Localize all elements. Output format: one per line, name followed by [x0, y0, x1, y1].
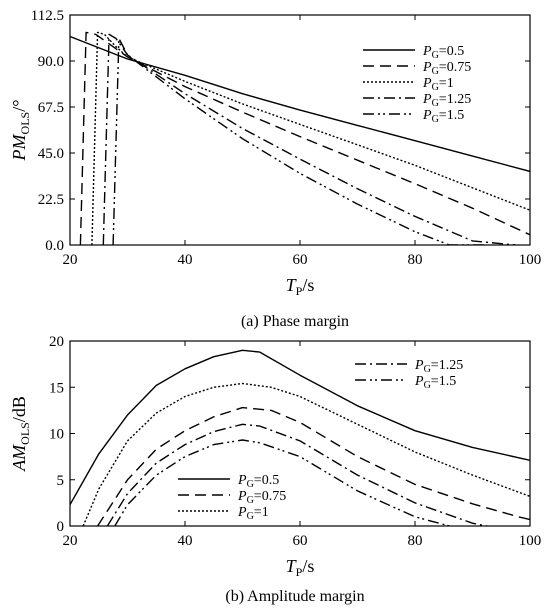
series-line-2 [82, 382, 530, 526]
series-line-3 [102, 33, 516, 245]
legend-subscript: G [432, 66, 439, 77]
legend-label-3: PG=1.25 [414, 358, 463, 375]
legend-subscript: G [424, 364, 431, 375]
legend-label-1: PG=0.75 [237, 489, 286, 506]
series-line-4 [112, 37, 487, 245]
x-tick-label: 40 [178, 533, 193, 549]
legend-value: =1.25 [431, 358, 463, 373]
legend-subscript: G [247, 495, 254, 506]
legend-subscript: G [247, 479, 254, 490]
x-tick-label: 100 [519, 252, 542, 268]
y-tick-label: 0.0 [45, 238, 64, 254]
y-tick-label: 5 [57, 473, 65, 489]
y-tick-label: 22.5 [38, 192, 64, 208]
legend-label-0: PG=0.5 [237, 473, 279, 490]
x-axis-label-unit: /s [302, 275, 314, 295]
series-line-2 [91, 31, 530, 245]
legend-label-1: PG=0.75 [422, 60, 471, 77]
x-axis-label: TP/s [286, 556, 315, 579]
legend-value: =1 [439, 76, 454, 91]
x-axis-label-subscript: P [296, 284, 303, 298]
x-axis-label-subscript: P [296, 565, 303, 579]
legend-value: =1.25 [439, 92, 471, 107]
legend-value: =0.75 [254, 489, 286, 504]
series-line-4 [114, 439, 450, 526]
x-tick-label: 20 [63, 533, 78, 549]
panel-caption: (b) Amplitude margin [225, 588, 364, 605]
y-axis-label: PMOLS/° [9, 100, 32, 162]
x-axis-label-symbol: T [286, 556, 298, 576]
legend-label-2: PG=1 [237, 505, 269, 522]
series-line-0 [70, 349, 530, 506]
legend-value: =1.5 [431, 374, 456, 389]
y-axis-label-symbol: AM [9, 444, 29, 472]
legend-symbol: P [237, 505, 247, 520]
legend-value: =1.5 [439, 108, 464, 123]
legend-symbol: P [237, 473, 247, 488]
legend-label-3: PG=1.25 [422, 92, 471, 109]
legend-value: =0.5 [254, 473, 279, 488]
x-tick-label: 20 [63, 252, 78, 268]
legend-label-4: PG=1.5 [414, 374, 456, 391]
legend-label-4: PG=1.5 [422, 108, 464, 125]
series-line-1 [79, 31, 530, 245]
y-axis-label-unit: /° [9, 100, 29, 112]
y-tick-label: 67.5 [38, 100, 64, 116]
legend-value: =0.75 [439, 60, 471, 75]
legend-symbol: P [422, 60, 432, 75]
x-axis-label-symbol: T [286, 275, 298, 295]
y-axis-label-symbol: PM [9, 133, 29, 161]
series-lines [70, 349, 530, 526]
x-tick-label: 80 [408, 252, 423, 268]
legend-label-2: PG=1 [422, 76, 454, 93]
x-tick-label: 100 [519, 533, 542, 549]
legend-symbol: P [414, 374, 424, 389]
legend-value: =0.5 [439, 44, 464, 59]
x-tick-label: 60 [293, 533, 308, 549]
series-line-3 [106, 423, 488, 526]
legend-subscript: G [432, 114, 439, 125]
chart-panel-0: 20 40 60 80 1000.022.545.067.590.0112.5TP/sP… [9, 8, 541, 330]
legend-subscript: G [432, 98, 439, 109]
y-tick-label: 10 [49, 427, 64, 443]
y-axis-label-subscript: OLS [18, 112, 32, 135]
x-axis-label-unit: /s [302, 556, 314, 576]
legend-subscript: G [432, 82, 439, 93]
y-tick-label: 0 [57, 519, 65, 535]
legend-symbol: P [237, 489, 247, 504]
series-lines [70, 31, 530, 245]
legend-subscript: G [424, 380, 431, 391]
y-tick-label: 15 [49, 380, 64, 396]
y-tick-label: 90.0 [38, 54, 64, 70]
series-line-1 [97, 406, 530, 526]
x-tick-label: 40 [178, 252, 193, 268]
legend-symbol: P [422, 108, 432, 123]
legend-subscript: G [432, 50, 439, 61]
x-axis-label: TP/s [286, 275, 315, 298]
x-tick-label: 80 [408, 533, 423, 549]
legend-label-0: PG=0.5 [422, 44, 464, 61]
legend-value: =1 [254, 505, 269, 520]
legend-symbol: P [422, 76, 432, 91]
legend-symbol: P [422, 92, 432, 107]
y-axis-label-subscript: OLS [18, 422, 32, 445]
y-tick-label: 20 [49, 334, 64, 350]
y-tick-label: 45.0 [38, 146, 64, 162]
y-axis-label: AMOLS/dB [9, 396, 32, 472]
legend-symbol: P [414, 358, 424, 373]
x-tick-label: 60 [293, 252, 308, 268]
panel-caption: (a) Phase margin [241, 313, 349, 330]
y-axis-label-unit: /dB [9, 396, 29, 422]
legend-symbol: P [422, 44, 432, 59]
y-tick-label: 112.5 [31, 8, 64, 24]
legend-subscript: G [247, 511, 254, 522]
